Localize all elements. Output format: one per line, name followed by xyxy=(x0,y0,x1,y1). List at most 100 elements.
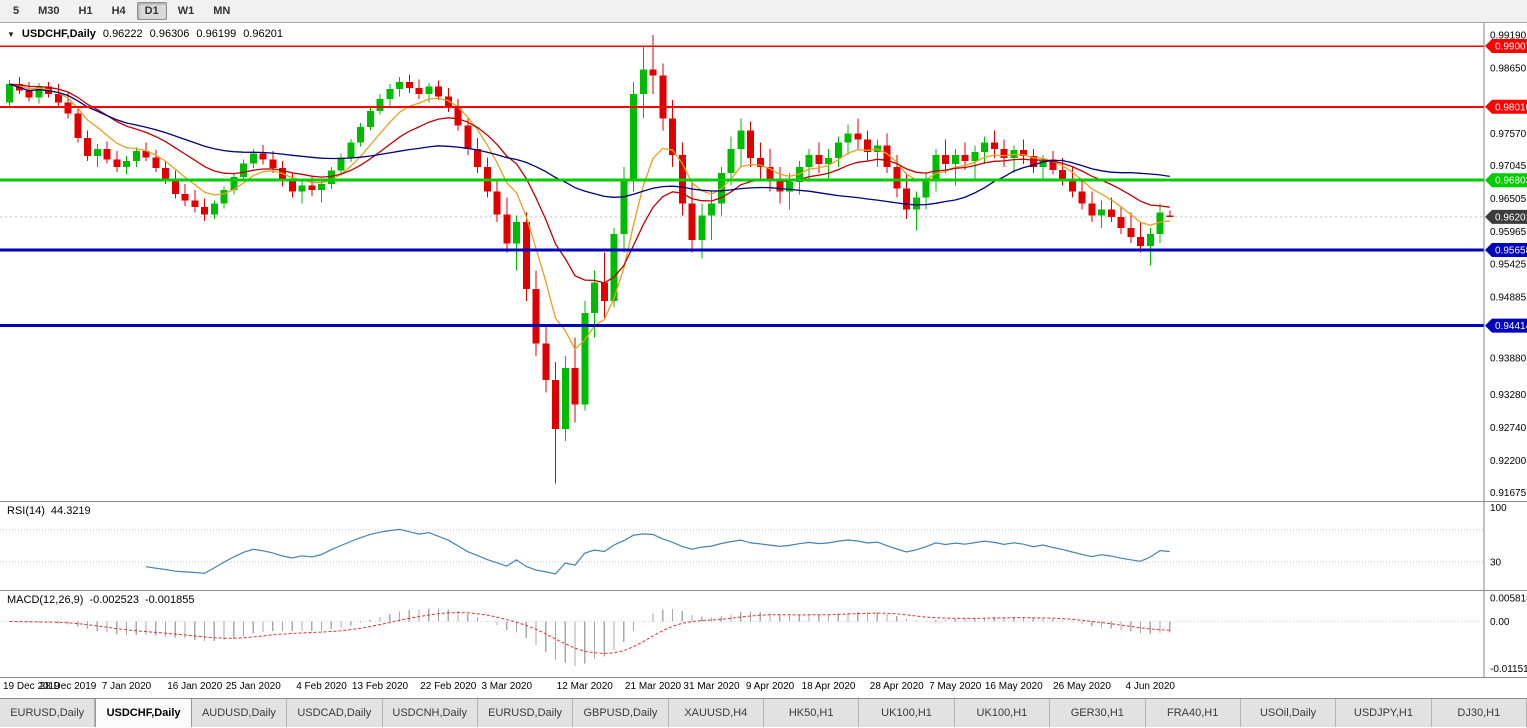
chart-title: USDCHF,Daily xyxy=(21,28,96,40)
ohlc-high: 0.96306 xyxy=(149,28,190,40)
date-label: 4 Jun 2020 xyxy=(1125,681,1176,692)
ohlc-open: 0.96222 xyxy=(102,28,143,40)
timeframe-button-h4[interactable]: H4 xyxy=(111,5,126,17)
price-tag: 0.96803 xyxy=(1485,173,1527,188)
price-axis-label: 0.92200 xyxy=(1490,456,1527,467)
date-label: 31 Mar 2020 xyxy=(683,681,740,692)
price-axis-label: 0.97045 xyxy=(1490,161,1527,172)
svg-text:0.96803: 0.96803 xyxy=(1495,176,1527,187)
rsi-header: RSI(14) 44.3219 xyxy=(7,505,91,517)
date-label: 21 Mar 2020 xyxy=(624,681,682,692)
ohlc-close: 0.96201 xyxy=(243,28,283,40)
rsi-name: RSI(14) xyxy=(7,505,45,517)
chart-tab[interactable]: FRA40,H1 xyxy=(1145,699,1241,727)
date-label: 19 Dec 2019 xyxy=(3,681,60,692)
price-axis-label: 0.96505 xyxy=(1490,194,1527,205)
chart-tab[interactable]: USOil,Daily xyxy=(1240,699,1337,727)
chart-tab[interactable]: USDCAD,Daily xyxy=(287,699,383,727)
price-axis-label: 0.91675 xyxy=(1490,488,1527,499)
svg-text:0.96201: 0.96201 xyxy=(1495,212,1527,223)
chart-tab[interactable]: USDCNH,Daily xyxy=(382,699,478,727)
candlesticks xyxy=(6,34,1174,484)
date-label: 25 Jan 2020 xyxy=(225,681,281,692)
chart-tab[interactable]: USDJPY,H1 xyxy=(1336,699,1432,727)
chevron-down-icon[interactable]: ▼ xyxy=(7,29,15,39)
timeframe-button-h1[interactable]: H1 xyxy=(78,5,93,17)
date-label: 26 May 2020 xyxy=(1053,681,1111,692)
macd-signal-value: -0.001855 xyxy=(144,594,195,606)
chart-tab[interactable]: USDCHF,Daily xyxy=(95,699,192,727)
date-label: 4 Feb 2020 xyxy=(296,681,347,692)
rsi-axis-label: 30 xyxy=(1490,558,1502,569)
ma-mid-line xyxy=(9,83,1170,284)
price-axis-label: 0.95425 xyxy=(1490,260,1527,271)
price-panel: 0.99190 0.98650 0.97570 0.97045 0.96505 0.959… xyxy=(0,23,1527,502)
timeframe-button-m30[interactable]: M30 xyxy=(38,5,60,17)
date-label: 22 Feb 2020 xyxy=(420,681,477,692)
macd-axis-label: 0.005818 xyxy=(1490,593,1527,604)
svg-text:0.94414: 0.94414 xyxy=(1495,321,1527,332)
date-label: 16 Jan 2020 xyxy=(167,681,223,692)
macd-panel: 0.005818 0.00 -0.01151 MACD(12,26,9) -0.00… xyxy=(0,591,1527,678)
horizontal-lines[interactable] xyxy=(0,45,1484,328)
timeframe-button-mn[interactable]: MN xyxy=(213,5,231,17)
timeframe-button-d1[interactable]: D1 xyxy=(136,2,167,20)
rsi-panel: 100 30 RSI(14) 44.3219 xyxy=(0,502,1527,591)
price-axis-label: 0.94885 xyxy=(1490,293,1527,304)
date-label: 7 Jan 2020 xyxy=(101,681,152,692)
price-axis-label: 0.97570 xyxy=(1490,129,1527,140)
timeframe-button-5[interactable]: 5 xyxy=(13,5,20,17)
chart-tab[interactable]: UK100,H1 xyxy=(859,699,955,727)
date-label: 13 Feb 2020 xyxy=(351,681,409,692)
chart-tab[interactable]: AUDUSD,Daily xyxy=(191,699,288,727)
svg-text:0.95658: 0.95658 xyxy=(1495,245,1527,256)
macd-signal-line xyxy=(9,611,1170,655)
macd-histogram xyxy=(18,608,1171,666)
macd-axis-label: -0.01151 xyxy=(1490,664,1527,675)
chart-header: ▼ USDCHF,Daily 0.96222 0.96306 0.96199 0… xyxy=(7,28,283,40)
chart-tab[interactable]: DJ30,H1 xyxy=(1431,699,1527,727)
rsi-line xyxy=(145,528,1170,575)
price-tag: 0.96201 xyxy=(1485,209,1527,224)
date-label: 9 Apr 2020 xyxy=(745,681,795,692)
macd-name: MACD(12,26,9) xyxy=(7,594,84,606)
price-axis-label: 0.92740 xyxy=(1490,423,1527,434)
chart-tab-bar: EURUSD,Daily USDCHF,Daily AUDUSD,Daily USDC… xyxy=(0,699,1527,727)
price-chart-canvas[interactable]: 0.99190 0.98650 0.97570 0.97045 0.96505 0.959… xyxy=(0,23,1527,501)
date-label: 18 Apr 2020 xyxy=(801,681,856,692)
ohlc-low: 0.96199 xyxy=(196,28,237,40)
rsi-chart-canvas[interactable]: 100 30 xyxy=(0,502,1527,590)
ma-fast-line xyxy=(9,83,1170,351)
chart-tab[interactable]: GBPUSD,Daily xyxy=(573,699,669,727)
chart-tab[interactable]: EURUSD,Daily xyxy=(477,699,574,727)
price-tag: 0.94414 xyxy=(1485,318,1527,333)
timeframe-button-w1[interactable]: W1 xyxy=(177,5,195,17)
price-axis-label: 0.99190 xyxy=(1490,30,1527,41)
date-axis: 19 Dec 2019 28 Dec 2019 7 Jan 2020 16 Jan 2… xyxy=(0,678,1527,699)
macd-header: MACD(12,26,9) -0.002523 -0.001855 xyxy=(7,594,195,606)
price-axis-label: 0.93280 xyxy=(1490,390,1527,401)
price-tag: 0.95658 xyxy=(1485,242,1527,257)
chart-tab[interactable]: UK100,H1 xyxy=(954,699,1051,727)
rsi-value: 44.3219 xyxy=(50,505,91,517)
date-label: 12 Mar 2020 xyxy=(556,681,613,692)
price-axis-label: 0.93880 xyxy=(1490,354,1527,365)
price-axis-label: 0.98650 xyxy=(1490,63,1527,74)
chart-tab[interactable]: EURUSD,Daily xyxy=(0,699,96,727)
macd-chart-canvas[interactable]: 0.005818 0.00 -0.01151 xyxy=(0,591,1527,677)
price-tag: 0.99007 xyxy=(1485,39,1527,54)
chart-tab[interactable]: HK50,H1 xyxy=(764,699,860,727)
date-label: 7 May 2020 xyxy=(929,681,982,692)
timeframe-toolbar: 5 M30 H1 H4 D1 W1 MN xyxy=(0,0,1527,23)
chart-tab[interactable]: XAUUSD,H4 xyxy=(668,699,764,727)
svg-text:0.99007: 0.99007 xyxy=(1495,42,1527,53)
date-label: 28 Dec 2019 xyxy=(39,681,97,692)
date-label: 16 May 2020 xyxy=(984,681,1043,692)
price-axis-label: 0.95965 xyxy=(1490,227,1527,238)
chart-tab[interactable]: GER30,H1 xyxy=(1050,699,1146,727)
ma-slow-line xyxy=(9,83,1170,206)
macd-main-value: -0.002523 xyxy=(89,594,139,606)
